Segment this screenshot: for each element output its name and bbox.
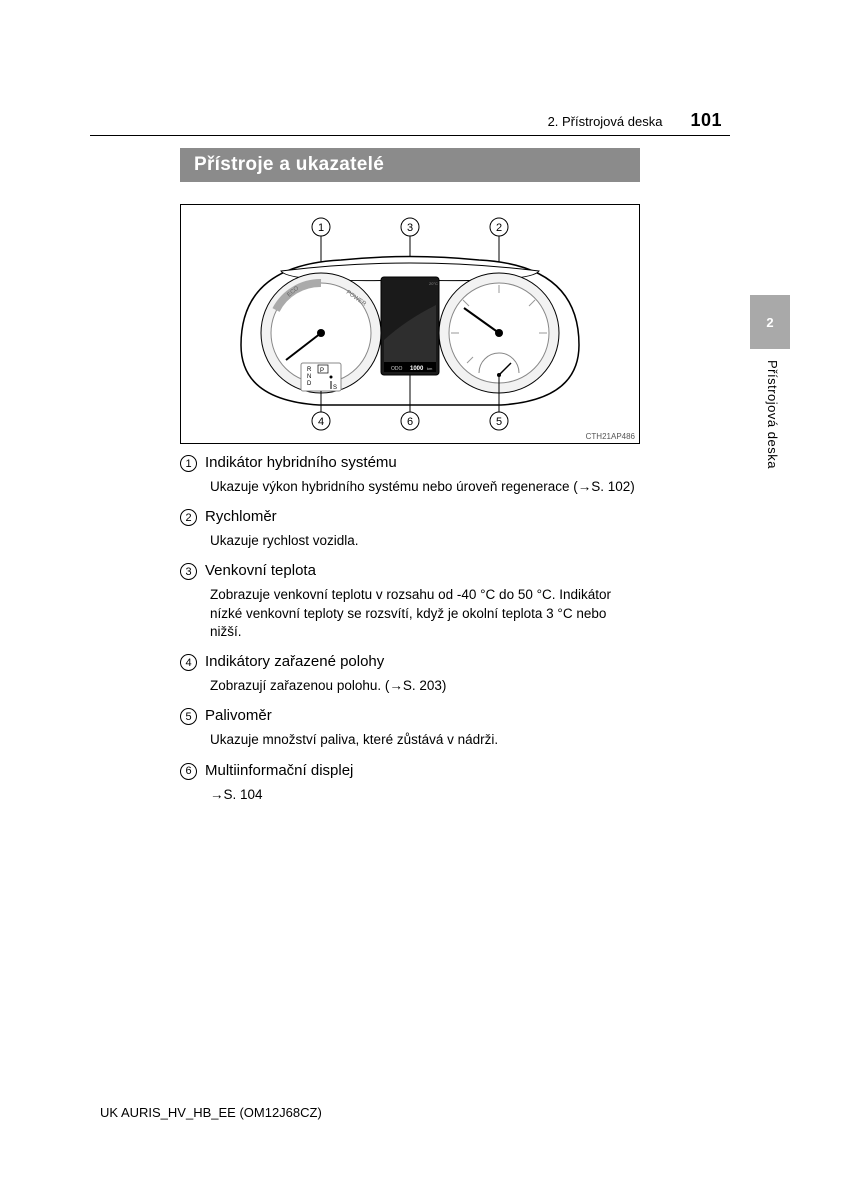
item-list: 1 Indikátor hybridního systému Ukazuje v…	[180, 454, 640, 804]
list-item: 5 Palivoměr Ukazuje množství paliva, kte…	[180, 707, 640, 749]
list-item: 6 Multiinformační displej →S. 104	[180, 762, 640, 804]
dashboard-svg: 1 3 2 ECO POWER R N D	[181, 205, 639, 443]
svg-text:N: N	[307, 374, 311, 380]
page-content: 2. Přístrojová deska 101 Přístroje a uka…	[90, 110, 730, 816]
svg-text:6: 6	[407, 416, 413, 428]
svg-text:20°C: 20°C	[429, 281, 438, 286]
item-number: 4	[180, 654, 197, 671]
item-title: Multiinformační displej	[205, 762, 353, 779]
svg-text:km: km	[427, 366, 433, 371]
svg-text:2: 2	[496, 222, 502, 234]
item-number: 3	[180, 563, 197, 580]
doc-footer: UK AURIS_HV_HB_EE (OM12J68CZ)	[100, 1105, 322, 1120]
page-number: 101	[690, 110, 722, 131]
chapter-label: Přístrojová deska	[765, 360, 780, 469]
svg-text:D: D	[307, 381, 312, 387]
svg-text:R: R	[307, 367, 312, 373]
item-title: Rychloměr	[205, 508, 277, 525]
list-item: 4 Indikátory zařazené polohy Zobrazují z…	[180, 653, 640, 695]
item-number: 2	[180, 509, 197, 526]
svg-text:P: P	[320, 368, 324, 374]
list-item: 1 Indikátor hybridního systému Ukazuje v…	[180, 454, 640, 496]
item-title: Indikátor hybridního systému	[205, 454, 397, 471]
item-title: Indikátory zařazené polohy	[205, 653, 384, 670]
svg-text:3: 3	[407, 222, 413, 234]
item-description: Zobrazují zařazenou polohu. (→S. 203)	[210, 677, 640, 695]
svg-text:1: 1	[318, 222, 324, 234]
item-description: Ukazuje rychlost vozidla.	[210, 532, 640, 550]
list-item: 3 Venkovní teplota Zobrazuje venkovní te…	[180, 562, 640, 641]
item-description: Ukazuje množství paliva, které zůstává v…	[210, 731, 640, 749]
image-code: CTH21AP486	[586, 432, 635, 441]
svg-text:4: 4	[318, 416, 324, 428]
item-title: Palivoměr	[205, 707, 272, 724]
instrument-diagram: 1 3 2 ECO POWER R N D	[180, 204, 640, 444]
chapter-tab: 2	[750, 295, 790, 349]
svg-text:ODO: ODO	[391, 366, 403, 372]
section-title: 2. Přístrojová deska	[548, 114, 663, 129]
item-description: Zobrazuje venkovní teplotu v rozsahu od …	[210, 586, 640, 641]
item-description: Ukazuje výkon hybridního systému nebo úr…	[210, 478, 640, 496]
page-title: Přístroje a ukazatelé	[180, 148, 640, 182]
item-description: →S. 104	[210, 786, 640, 804]
item-title: Venkovní teplota	[205, 562, 316, 579]
svg-text:S: S	[333, 385, 337, 391]
item-number: 5	[180, 708, 197, 725]
list-item: 2 Rychloměr Ukazuje rychlost vozidla.	[180, 508, 640, 550]
svg-text:5: 5	[496, 416, 502, 428]
item-number: 6	[180, 763, 197, 780]
page-header: 2. Přístrojová deska 101	[90, 110, 730, 136]
svg-text:1000: 1000	[410, 366, 424, 372]
item-number: 1	[180, 455, 197, 472]
